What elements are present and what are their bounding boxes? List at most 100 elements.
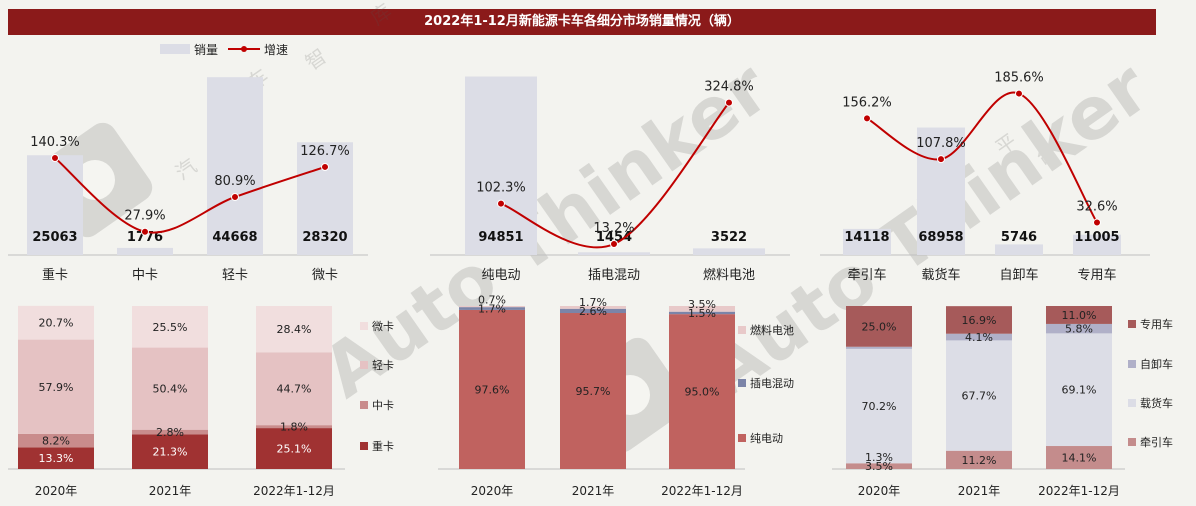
segment-value-label: 97.6% bbox=[475, 383, 510, 396]
legend-label: 纯电动 bbox=[750, 432, 783, 445]
bar-重卡 bbox=[27, 155, 83, 255]
segment-value-label: 11.2% bbox=[962, 454, 997, 467]
bar-插电混动 bbox=[578, 252, 650, 255]
segment-value-label: 2.8% bbox=[156, 426, 184, 439]
category-label: 2020年 bbox=[858, 484, 901, 498]
stack-segment-牵引车 bbox=[946, 450, 1012, 469]
stack-segment-牵引车 bbox=[846, 463, 912, 469]
stack-segment-自卸车 bbox=[1046, 323, 1112, 334]
legend-swatch bbox=[1128, 399, 1136, 407]
stack-segment-纯电动 bbox=[560, 313, 626, 469]
segment-value-label: 21.3% bbox=[153, 446, 188, 459]
segment-value-label: 67.7% bbox=[962, 390, 997, 403]
growth-value-label: 102.3% bbox=[476, 181, 526, 196]
legend-swatch-point bbox=[241, 46, 247, 52]
legend-swatch bbox=[360, 361, 368, 369]
stack-segment-微卡 bbox=[256, 306, 332, 353]
bar-专用车 bbox=[1073, 234, 1121, 255]
legend-label: 重卡 bbox=[372, 439, 394, 453]
stack-segment-轻卡 bbox=[132, 347, 208, 430]
category-label: 中卡 bbox=[132, 268, 158, 283]
legend-label: 自卸车 bbox=[1140, 357, 1173, 371]
category-label: 微卡 bbox=[312, 268, 338, 283]
segment-value-label: 1.7% bbox=[579, 296, 607, 309]
watermark-char: 汽 bbox=[171, 154, 201, 185]
bar-纯电动 bbox=[465, 76, 537, 255]
stack-segment-燃料电池 bbox=[459, 306, 525, 308]
legend-label: 轻卡 bbox=[372, 358, 394, 372]
stack-segment-载货车 bbox=[1046, 333, 1112, 447]
legend-swatch bbox=[360, 322, 368, 330]
stack-segment-纯电动 bbox=[669, 314, 735, 469]
category-label: 2021年 bbox=[958, 484, 1001, 498]
growth-value-label: 27.9% bbox=[124, 209, 165, 224]
legend-label: 载货车 bbox=[1140, 396, 1173, 410]
legend-label: 销量 bbox=[194, 43, 218, 57]
segment-value-label: 2.6% bbox=[579, 305, 607, 318]
segment-value-label: 1.5% bbox=[688, 307, 716, 320]
legend-swatch bbox=[1128, 360, 1136, 368]
category-label: 2022年1-12月 bbox=[1038, 484, 1120, 498]
growth-point bbox=[1093, 218, 1101, 227]
watermark-char: 智 bbox=[301, 44, 331, 75]
legend-swatch bbox=[360, 442, 368, 450]
legend-swatch bbox=[1128, 320, 1136, 328]
bar-自卸车 bbox=[995, 244, 1043, 255]
growth-point bbox=[1015, 89, 1023, 98]
stack-segment-牵引车 bbox=[1046, 446, 1112, 469]
segment-value-label: 13.3% bbox=[39, 452, 74, 465]
stack-segment-插电混动 bbox=[669, 311, 735, 315]
legend-label: 中卡 bbox=[372, 399, 394, 412]
segment-value-label: 69.1% bbox=[1062, 384, 1097, 397]
stack-segment-重卡 bbox=[132, 434, 208, 469]
stack-segment-重卡 bbox=[18, 447, 94, 469]
segment-value-label: 95.0% bbox=[685, 386, 720, 399]
stack-segment-专用车 bbox=[946, 306, 1012, 334]
growth-value-label: 185.6% bbox=[994, 71, 1044, 86]
legend-swatch-bar bbox=[160, 44, 190, 54]
legend-swatch bbox=[738, 379, 746, 387]
growth-point bbox=[51, 154, 59, 163]
segment-value-label: 25.1% bbox=[277, 443, 312, 456]
growth-line bbox=[866, 91, 1098, 224]
bar-value-label: 5746 bbox=[1001, 230, 1037, 245]
bar-value-label: 94851 bbox=[478, 230, 523, 245]
segment-value-label: 1.8% bbox=[280, 421, 308, 434]
category-label: 载货车 bbox=[921, 267, 960, 283]
segment-value-label: 95.7% bbox=[576, 385, 611, 398]
bar-燃料电池 bbox=[693, 248, 765, 255]
legend-swatch bbox=[360, 401, 368, 409]
bar-value-label: 28320 bbox=[302, 230, 347, 245]
legend-label: 插电混动 bbox=[750, 376, 794, 390]
category-label: 2022年1-12月 bbox=[253, 484, 335, 498]
legend-label: 增速 bbox=[264, 43, 288, 57]
bar-轻卡 bbox=[207, 77, 263, 255]
stack-segment-插电混动 bbox=[459, 307, 525, 310]
segment-value-label: 57.9% bbox=[39, 381, 74, 394]
growth-point bbox=[725, 98, 733, 107]
category-label: 燃料电池 bbox=[703, 267, 755, 283]
bar-value-label: 44668 bbox=[212, 230, 257, 245]
segment-value-label: 44.7% bbox=[277, 383, 312, 396]
stack-segment-载货车 bbox=[946, 340, 1012, 451]
growth-point bbox=[231, 192, 239, 201]
growth-point bbox=[863, 114, 871, 123]
legend-swatch bbox=[1128, 438, 1136, 446]
growth-point bbox=[610, 240, 618, 249]
stack-segment-中卡 bbox=[256, 425, 332, 429]
growth-value-label: 324.8% bbox=[704, 80, 754, 95]
bar-牵引车 bbox=[843, 228, 891, 255]
category-label: 2021年 bbox=[149, 484, 192, 498]
segment-value-label: 50.4% bbox=[153, 383, 188, 396]
category-label: 2021年 bbox=[572, 484, 615, 498]
stack-segment-自卸车 bbox=[846, 346, 912, 349]
bar-value-label: 3522 bbox=[711, 230, 747, 245]
category-label: 2020年 bbox=[35, 484, 78, 498]
growth-value-label: 13.2% bbox=[593, 221, 634, 236]
segment-value-label: 1.3% bbox=[865, 451, 893, 464]
category-label: 插电混动 bbox=[588, 268, 640, 283]
bar-value-label: 11005 bbox=[1074, 230, 1119, 245]
category-label: 牵引车 bbox=[847, 267, 886, 283]
category-label: 2022年1-12月 bbox=[661, 484, 743, 498]
